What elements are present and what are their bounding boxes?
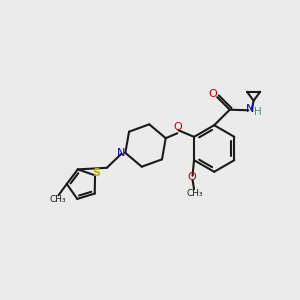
Text: N: N — [246, 104, 254, 114]
Text: N: N — [117, 148, 125, 158]
Text: O: O — [173, 122, 182, 132]
Text: H: H — [254, 107, 262, 117]
Text: CH₃: CH₃ — [186, 189, 203, 198]
Text: CH₃: CH₃ — [50, 195, 66, 204]
Text: S: S — [92, 168, 100, 178]
Text: O: O — [208, 88, 217, 99]
Text: O: O — [188, 172, 196, 182]
